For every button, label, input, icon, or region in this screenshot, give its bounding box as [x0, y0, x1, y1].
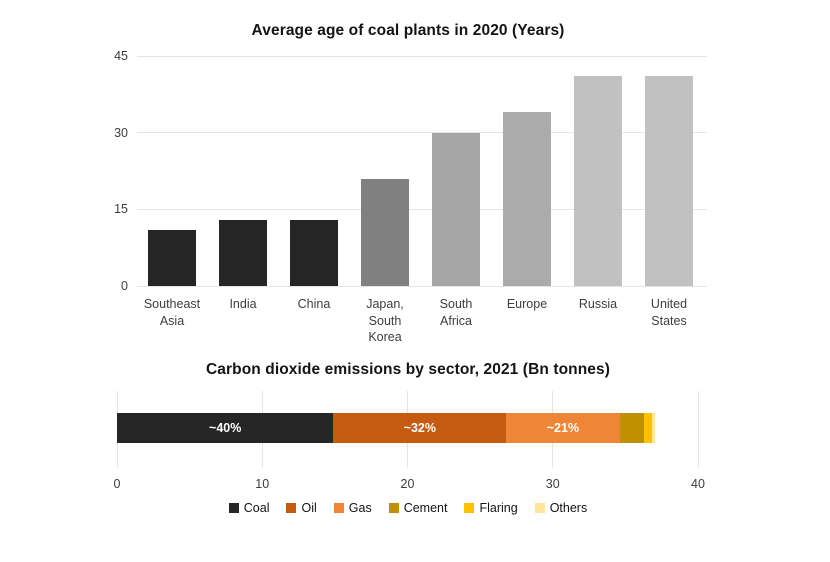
x-category-label-europe: Europe	[506, 297, 548, 311]
x-category-label-south-africa: South Africa	[439, 297, 473, 328]
legend-label-oil: Oil	[301, 501, 317, 515]
bar-europe	[503, 112, 551, 286]
segment-coal: ~40%	[117, 413, 334, 443]
segment-oil: ~32%	[333, 413, 507, 443]
x-category-label-southeast-asia: Southeast Asia	[143, 297, 201, 328]
legend-item-others: Others	[534, 501, 588, 515]
y-axis-tick-30: 30	[114, 125, 128, 140]
legend-item-gas: Gas	[333, 501, 372, 515]
legend-swatch-oil	[286, 503, 297, 513]
gridline-y-30	[137, 132, 707, 134]
y-axis-tick-15: 15	[114, 202, 128, 217]
x-axis-tick-40: 40	[691, 477, 705, 491]
co2-emissions-legend: Coal Oil Gas Cement Flaring Others	[0, 501, 816, 515]
x-category-label-china: China	[297, 297, 331, 311]
bar-russia	[574, 76, 622, 286]
bar-china	[290, 219, 338, 286]
legend-label-gas: Gas	[348, 501, 372, 515]
legend-item-cement: Cement	[388, 501, 448, 515]
x-category-label-united-states: United States	[650, 297, 688, 328]
bar-southeast-asia	[148, 229, 196, 286]
y-axis-tick-0: 0	[121, 279, 128, 293]
segment-label-gas: ~21%	[546, 421, 580, 435]
bar-india	[219, 219, 267, 286]
legend-swatch-others	[534, 503, 545, 513]
legend-swatch-gas	[333, 503, 344, 513]
x-category-label-russia: Russia	[578, 297, 618, 311]
segment-label-coal: ~40%	[209, 421, 242, 435]
legend-item-oil: Oil	[286, 501, 317, 515]
legend-label-others: Others	[549, 501, 588, 515]
gridline-y-15	[137, 208, 707, 210]
coal-age-chart-title: Average age of coal plants in 2020 (Year…	[251, 22, 565, 39]
legend-label-coal: Coal	[243, 501, 270, 515]
x-axis-tick-0: 0	[113, 477, 121, 491]
segment-label-oil: ~32%	[403, 421, 436, 435]
legend-swatch-coal	[228, 503, 239, 513]
x-axis-tick-30: 30	[545, 477, 560, 491]
segment-others	[651, 413, 656, 443]
segment-flaring	[644, 413, 652, 443]
x-axis-tick-20: 20	[400, 477, 415, 491]
segment-gas: ~21%	[506, 413, 620, 443]
gridline-x-40	[697, 391, 699, 468]
legend-swatch-flaring	[464, 503, 475, 513]
gridline-y-45	[137, 55, 707, 57]
legend-label-cement: Cement	[403, 501, 448, 515]
legend-item-coal: Coal	[228, 501, 270, 515]
x-axis-tick-10: 10	[255, 477, 270, 491]
gridline-y-0	[137, 285, 707, 287]
x-category-label-japan-south-korea: Japan, South Korea	[366, 297, 404, 344]
segment-cement	[619, 413, 645, 443]
legend-swatch-cement	[388, 503, 399, 513]
bar-south-africa	[432, 132, 480, 286]
bar-japan-south-korea	[361, 178, 409, 286]
legend-item-flaring: Flaring	[464, 501, 518, 515]
x-category-label-india: India	[229, 297, 257, 311]
bar-united-states	[645, 76, 693, 286]
y-axis-tick-45: 45	[114, 49, 128, 63]
co2-emissions-chart-title: Carbon dioxide emissions by sector, 2021…	[206, 361, 610, 378]
legend-label-flaring: Flaring	[479, 501, 518, 515]
